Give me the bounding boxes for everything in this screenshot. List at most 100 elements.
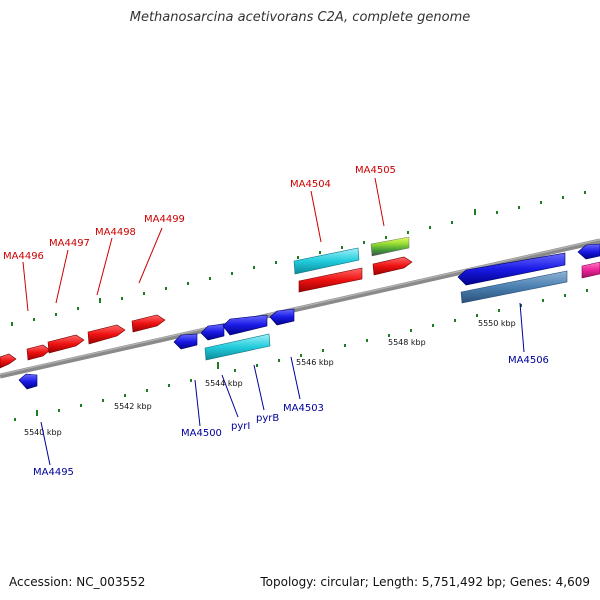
- tick-mark: [363, 241, 365, 244]
- tick-mark: [432, 324, 434, 327]
- tick-mark: [187, 282, 189, 285]
- tick-mark: [231, 272, 233, 275]
- tick-mark: [278, 359, 280, 362]
- tick-label-5542: 5542 kbp: [114, 402, 152, 411]
- gene-arrow[interactable]: [0, 353, 17, 369]
- gene-ma4504-cyan-bar[interactable]: [293, 247, 360, 275]
- tick-mark: [124, 394, 126, 397]
- genome-backbone-highlight: [0, 239, 600, 376]
- gene-arrow[interactable]: [26, 344, 51, 361]
- genome-summary-text: Topology: circular; Length: 5,751,492 bp…: [260, 575, 590, 589]
- gene-label-ma4495[interactable]: MA4495: [33, 467, 74, 478]
- genome-backbone: [0, 238, 600, 379]
- tick-mark: [146, 389, 148, 392]
- gene-arrow[interactable]: [47, 334, 85, 354]
- tick-mark: [344, 344, 346, 347]
- tick-mark: [520, 304, 522, 307]
- gene-label-pyri[interactable]: pyrI: [231, 421, 250, 432]
- accession-text: Accession: NC_003552: [9, 575, 146, 589]
- gene-arrow[interactable]: [131, 314, 166, 333]
- gene-label-ma4499[interactable]: MA4499: [144, 214, 185, 225]
- reverse-strand-genes: [18, 243, 600, 390]
- tick-mark: [476, 314, 478, 317]
- forward-strand-genes: [0, 256, 600, 369]
- tick-mark: [55, 313, 57, 316]
- tick-mark: [388, 334, 390, 337]
- tick-mark: [256, 364, 258, 367]
- gene-ma4506-arrow[interactable]: [457, 252, 566, 286]
- gene-arrow[interactable]: [173, 333, 198, 350]
- leader-line: [290, 356, 301, 400]
- tick-mark: [102, 399, 104, 402]
- gene-arrow[interactable]: [18, 373, 38, 390]
- tick-mark: [564, 294, 566, 297]
- gene-label-ma4498[interactable]: MA4498: [95, 227, 136, 238]
- gene-arrow[interactable]: [269, 308, 295, 326]
- leader-line: [40, 421, 51, 466]
- gene-label-pyrb[interactable]: pyrB: [256, 413, 279, 424]
- gene-label-ma4503[interactable]: MA4503: [283, 403, 324, 414]
- gene-ma4505-green-bar[interactable]: [370, 236, 410, 257]
- leader-line: [22, 261, 29, 312]
- tick-mark: [429, 226, 431, 229]
- tick-mark: [297, 256, 299, 259]
- tick-mark: [300, 354, 302, 357]
- tick-mark: [14, 418, 16, 421]
- reverse-leader-lines: [40, 302, 525, 466]
- tick-mark: [540, 201, 542, 204]
- tick-mark: [80, 404, 82, 407]
- gene-arrow[interactable]: [87, 324, 126, 345]
- leader-line: [221, 374, 239, 418]
- tick-mark: [407, 231, 409, 234]
- lower-tick-track: [14, 289, 588, 421]
- tick-label-5544: 5544 kbp: [205, 379, 243, 388]
- gene-arrow[interactable]: [222, 314, 268, 336]
- gene-pink-arrow[interactable]: [581, 261, 600, 279]
- tick-mark: [77, 307, 79, 310]
- tick-mark: [454, 319, 456, 322]
- tick-mark: [584, 191, 586, 194]
- leader-line: [374, 177, 385, 227]
- tick-mark: [209, 277, 211, 280]
- gene-label-ma4506[interactable]: MA4506: [508, 355, 549, 366]
- leader-line: [310, 190, 322, 243]
- tick-mark: [190, 379, 192, 382]
- tick-mark: [366, 339, 368, 342]
- tick-mark: [319, 251, 321, 254]
- tick-mark: [143, 292, 145, 295]
- tick-mark: [58, 409, 60, 412]
- tick-mark: [121, 297, 123, 300]
- gene-ma4506-steel-bar[interactable]: [460, 270, 568, 304]
- tick-mark: [562, 196, 564, 199]
- tick-mark: [498, 309, 500, 312]
- gene-label-ma4496[interactable]: MA4496: [3, 251, 44, 262]
- leader-line: [96, 237, 113, 296]
- gene-label-ma4504[interactable]: MA4504: [290, 179, 331, 190]
- tick-mark: [168, 384, 170, 387]
- tick-mark: [234, 369, 236, 372]
- leader-line: [519, 302, 525, 353]
- gene-arrow[interactable]: [200, 323, 225, 341]
- tick-mark: [322, 349, 324, 352]
- tick-mark: [341, 246, 343, 249]
- tick-mark: [542, 299, 544, 302]
- forward-leader-lines: [22, 177, 385, 312]
- gene-label-ma4500[interactable]: MA4500: [181, 428, 222, 439]
- gene-ma4505-arrow[interactable]: [372, 256, 413, 276]
- tick-mark: [518, 206, 520, 209]
- tick-mark: [11, 322, 13, 326]
- tick-label-5548: 5548 kbp: [388, 338, 426, 347]
- tick-mark: [217, 362, 219, 369]
- tick-mark: [36, 410, 38, 416]
- gene-ma4504-arrow[interactable]: [298, 267, 363, 293]
- gene-pyr-cyan-bar[interactable]: [204, 333, 271, 361]
- gene-arrow[interactable]: [577, 243, 600, 260]
- gene-label-ma4497[interactable]: MA4497: [49, 238, 90, 249]
- tick-mark: [99, 298, 101, 303]
- gene-label-ma4505[interactable]: MA4505: [355, 165, 396, 176]
- tick-mark: [410, 329, 412, 332]
- leader-line: [253, 364, 265, 411]
- leader-line: [55, 249, 69, 304]
- tick-mark: [496, 211, 498, 214]
